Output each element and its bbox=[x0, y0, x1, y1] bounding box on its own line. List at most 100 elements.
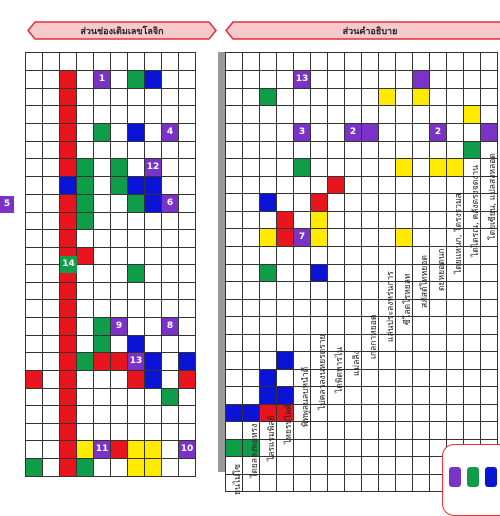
grid-cell[interactable] bbox=[344, 105, 362, 124]
grid-cell[interactable] bbox=[327, 52, 345, 71]
grid-cell[interactable] bbox=[76, 87, 94, 106]
grid-cell[interactable] bbox=[429, 316, 447, 335]
grid-cell[interactable] bbox=[276, 140, 294, 159]
grid-cell[interactable] bbox=[378, 140, 396, 159]
grid-cell[interactable] bbox=[144, 122, 162, 142]
grid-cell[interactable] bbox=[59, 158, 77, 177]
grid-cell[interactable] bbox=[293, 52, 311, 71]
number-cell[interactable]: 2 bbox=[344, 122, 362, 142]
grid-cell[interactable] bbox=[76, 176, 94, 195]
grid-cell[interactable] bbox=[446, 368, 464, 387]
grid-cell[interactable] bbox=[395, 473, 413, 492]
grid-cell[interactable] bbox=[293, 175, 311, 194]
grid-cell[interactable] bbox=[378, 456, 396, 475]
grid-cell[interactable] bbox=[178, 264, 196, 283]
grid-cell[interactable] bbox=[412, 403, 430, 422]
grid-cell[interactable] bbox=[259, 473, 277, 492]
grid-cell[interactable] bbox=[293, 105, 311, 124]
grid-cell[interactable] bbox=[93, 176, 111, 195]
grid-cell[interactable] bbox=[480, 351, 498, 370]
grid-cell[interactable] bbox=[259, 158, 277, 177]
grid-cell[interactable] bbox=[395, 438, 413, 457]
grid-cell[interactable] bbox=[395, 175, 413, 194]
grid-cell[interactable] bbox=[144, 352, 162, 371]
grid-cell[interactable] bbox=[144, 246, 162, 265]
grid-cell[interactable] bbox=[361, 69, 379, 89]
grid-cell[interactable] bbox=[178, 458, 196, 477]
grid-cell[interactable] bbox=[25, 370, 43, 389]
grid-cell[interactable] bbox=[412, 105, 430, 124]
grid-cell[interactable] bbox=[144, 211, 162, 230]
grid-cell[interactable] bbox=[395, 210, 413, 229]
grid-cell[interactable] bbox=[59, 405, 77, 424]
grid-cell[interactable] bbox=[259, 368, 277, 387]
grid-cell[interactable] bbox=[25, 52, 43, 71]
grid-cell[interactable] bbox=[144, 370, 162, 389]
grid-cell[interactable] bbox=[59, 193, 77, 213]
grid-cell[interactable] bbox=[93, 334, 111, 353]
grid-cell[interactable] bbox=[412, 228, 430, 247]
color-palette[interactable] bbox=[442, 444, 500, 516]
grid-cell[interactable] bbox=[480, 228, 498, 247]
grid-cell[interactable] bbox=[93, 158, 111, 177]
number-cell[interactable]: 3 bbox=[293, 122, 311, 142]
grid-cell[interactable] bbox=[59, 370, 77, 389]
grid-cell[interactable] bbox=[242, 175, 260, 194]
grid-cell[interactable] bbox=[161, 264, 179, 283]
grid-cell[interactable] bbox=[225, 316, 243, 335]
grid-cell[interactable] bbox=[344, 193, 362, 212]
grid-cell[interactable] bbox=[480, 105, 498, 124]
grid-cell[interactable] bbox=[361, 368, 379, 387]
number-cell[interactable]: 13 bbox=[293, 69, 311, 89]
grid-cell[interactable] bbox=[429, 140, 447, 159]
grid-cell[interactable] bbox=[259, 175, 277, 194]
grid-cell[interactable] bbox=[395, 228, 413, 247]
grid-cell[interactable] bbox=[76, 229, 94, 248]
grid-cell[interactable] bbox=[480, 52, 498, 71]
number-cell[interactable]: 7 bbox=[293, 228, 311, 247]
grid-cell[interactable] bbox=[225, 421, 243, 440]
grid-cell[interactable] bbox=[293, 158, 311, 177]
grid-cell[interactable] bbox=[276, 175, 294, 194]
grid-cell[interactable] bbox=[310, 210, 328, 229]
grid-cell[interactable] bbox=[361, 228, 379, 247]
grid-cell[interactable] bbox=[42, 87, 60, 106]
grid-cell[interactable] bbox=[110, 105, 128, 124]
grid-cell[interactable] bbox=[42, 405, 60, 424]
grid-cell[interactable] bbox=[378, 403, 396, 422]
grid-cell[interactable] bbox=[144, 193, 162, 213]
grid-cell[interactable] bbox=[178, 334, 196, 353]
grid-cell[interactable] bbox=[76, 122, 94, 142]
grid-cell[interactable] bbox=[242, 351, 260, 370]
grid-cell[interactable] bbox=[276, 246, 294, 265]
grid-cell[interactable] bbox=[93, 458, 111, 477]
grid-cell[interactable] bbox=[446, 87, 464, 106]
grid-cell[interactable] bbox=[429, 351, 447, 370]
grid-cell[interactable] bbox=[144, 87, 162, 106]
grid-cell[interactable] bbox=[293, 210, 311, 229]
grid-cell[interactable] bbox=[110, 176, 128, 195]
grid-cell[interactable] bbox=[178, 140, 196, 159]
grid-cell[interactable] bbox=[242, 228, 260, 247]
grid-cell[interactable] bbox=[276, 87, 294, 106]
grid-cell[interactable] bbox=[310, 473, 328, 492]
grid-cell[interactable] bbox=[225, 140, 243, 159]
grid-cell[interactable] bbox=[25, 405, 43, 424]
grid-cell[interactable] bbox=[446, 403, 464, 422]
grid-cell[interactable] bbox=[127, 405, 145, 424]
grid-cell[interactable] bbox=[178, 316, 196, 336]
grid-cell[interactable] bbox=[110, 281, 128, 300]
grid-cell[interactable] bbox=[76, 334, 94, 353]
grid-cell[interactable] bbox=[395, 122, 413, 142]
grid-cell[interactable] bbox=[42, 458, 60, 477]
grid-cell[interactable] bbox=[242, 438, 260, 457]
number-cell[interactable]: 10 bbox=[178, 440, 196, 459]
grid-cell[interactable] bbox=[161, 299, 179, 318]
grid-cell[interactable] bbox=[76, 422, 94, 441]
grid-cell[interactable] bbox=[463, 386, 481, 405]
grid-cell[interactable] bbox=[463, 122, 481, 142]
grid-cell[interactable] bbox=[259, 228, 277, 247]
grid-cell[interactable] bbox=[25, 69, 43, 89]
grid-cell[interactable] bbox=[259, 210, 277, 229]
grid-cell[interactable] bbox=[161, 69, 179, 89]
